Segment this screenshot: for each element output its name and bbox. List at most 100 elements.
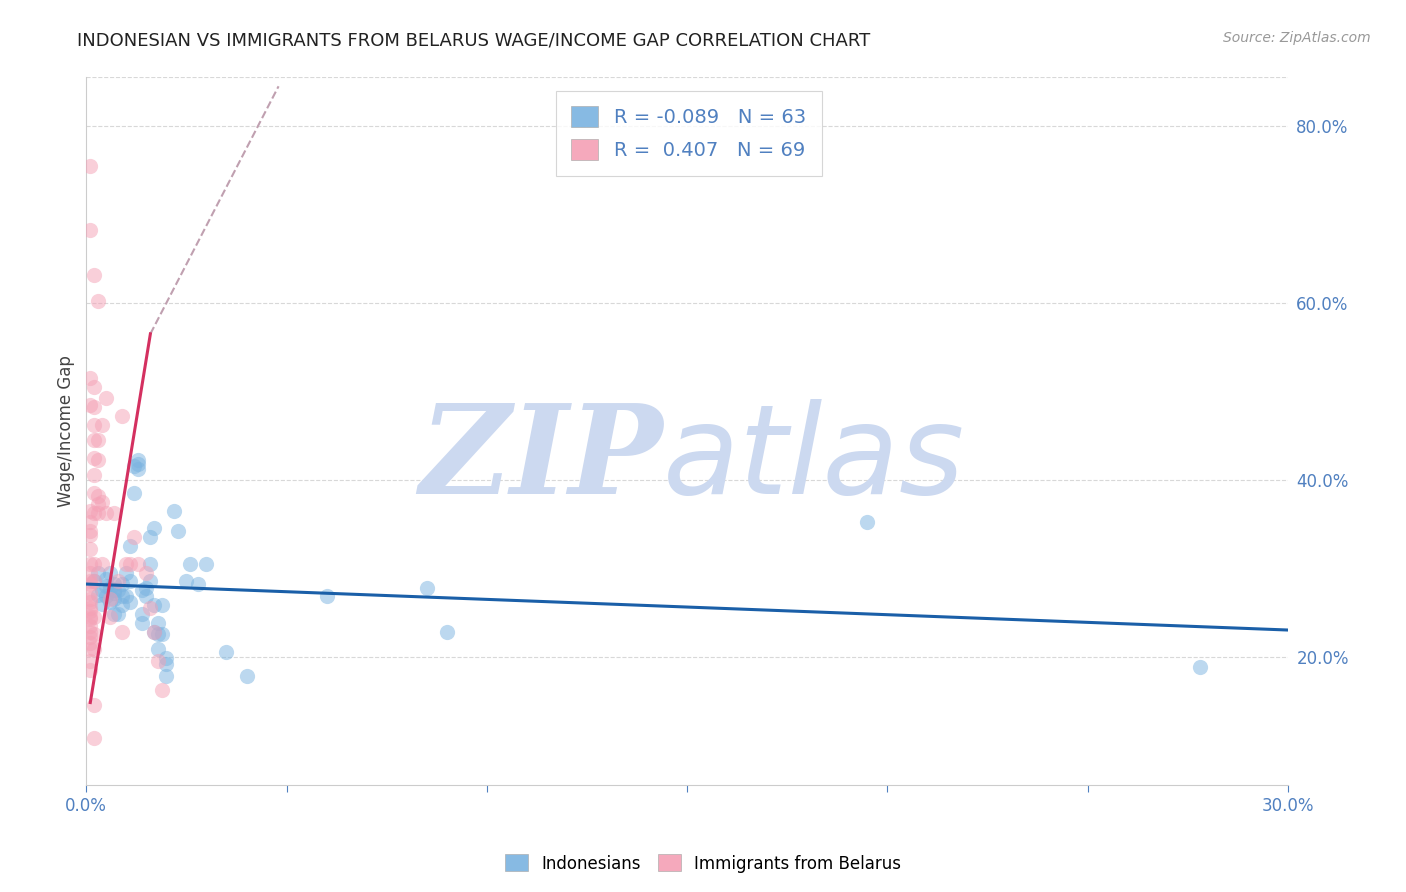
Point — [79, 515, 101, 529]
Point — [111, 590, 134, 604]
Point — [83, 506, 105, 520]
Point — [148, 615, 170, 630]
Text: ZIP: ZIP — [419, 399, 664, 520]
Point — [79, 592, 101, 607]
Point — [98, 592, 121, 607]
Point — [135, 590, 157, 604]
Point — [115, 557, 138, 571]
Point — [148, 654, 170, 668]
Point — [83, 486, 105, 500]
Point — [79, 504, 101, 518]
Point — [87, 433, 110, 447]
Point — [79, 624, 101, 639]
Point — [83, 380, 105, 394]
Point — [124, 530, 146, 544]
Point — [91, 495, 114, 509]
Point — [96, 506, 118, 520]
Text: INDONESIAN VS IMMIGRANTS FROM BELARUS WAGE/INCOME GAP CORRELATION CHART: INDONESIAN VS IMMIGRANTS FROM BELARUS WA… — [77, 31, 870, 49]
Point — [83, 417, 105, 432]
Point — [79, 642, 101, 657]
Point — [79, 577, 101, 591]
Point — [120, 539, 142, 553]
Point — [79, 586, 101, 600]
Point — [83, 642, 105, 657]
Point — [79, 604, 101, 618]
Point — [131, 607, 153, 621]
Point — [91, 417, 114, 432]
Point — [120, 557, 142, 571]
Point — [103, 577, 125, 591]
Point — [83, 574, 105, 589]
Point — [139, 530, 162, 544]
Point — [79, 566, 101, 580]
Point — [91, 557, 114, 571]
Point — [79, 609, 101, 624]
Point — [131, 583, 153, 598]
Point — [79, 524, 101, 538]
Point — [152, 683, 174, 698]
Point — [98, 609, 121, 624]
Point — [79, 398, 101, 412]
Point — [103, 506, 125, 520]
Point — [96, 590, 118, 604]
Point — [143, 599, 166, 613]
Point — [79, 630, 101, 644]
Point — [179, 557, 201, 571]
Point — [124, 459, 146, 474]
Point — [111, 577, 134, 591]
Point — [124, 486, 146, 500]
Point — [79, 636, 101, 650]
Point — [87, 588, 110, 602]
Point — [135, 566, 157, 580]
Point — [143, 521, 166, 535]
Point — [103, 586, 125, 600]
Point — [98, 595, 121, 609]
Point — [79, 654, 101, 668]
Text: Source: ZipAtlas.com: Source: ZipAtlas.com — [1223, 31, 1371, 45]
Point — [107, 574, 129, 589]
Point — [83, 268, 105, 282]
Point — [79, 601, 101, 615]
Point — [107, 583, 129, 598]
Point — [127, 457, 149, 471]
Point — [87, 566, 110, 580]
Point — [139, 574, 162, 589]
Point — [163, 504, 186, 518]
Point — [98, 581, 121, 595]
Point — [83, 401, 105, 415]
Point — [79, 574, 101, 589]
Point — [176, 574, 198, 589]
Point — [167, 524, 190, 538]
Point — [152, 627, 174, 641]
Point — [1188, 660, 1211, 674]
Point — [155, 657, 177, 671]
Point — [115, 590, 138, 604]
Point — [83, 609, 105, 624]
Point — [79, 612, 101, 626]
Point — [152, 599, 174, 613]
Point — [143, 624, 166, 639]
Point — [111, 599, 134, 613]
Point — [83, 698, 105, 713]
Point — [111, 409, 134, 423]
Point — [79, 595, 101, 609]
Point — [135, 581, 157, 595]
Point — [83, 627, 105, 641]
Point — [83, 557, 105, 571]
Point — [120, 574, 142, 589]
Point — [83, 731, 105, 745]
Point — [127, 557, 149, 571]
Point — [120, 595, 142, 609]
Point — [96, 392, 118, 406]
Legend: R = -0.089   N = 63, R =  0.407   N = 69: R = -0.089 N = 63, R = 0.407 N = 69 — [555, 91, 821, 176]
Point — [79, 557, 101, 571]
Point — [315, 590, 337, 604]
Point — [87, 498, 110, 512]
Point — [143, 624, 166, 639]
Text: atlas: atlas — [664, 399, 966, 520]
Point — [79, 159, 101, 173]
Legend: Indonesians, Immigrants from Belarus: Indonesians, Immigrants from Belarus — [498, 847, 908, 880]
Point — [91, 597, 114, 611]
Point — [87, 294, 110, 309]
Point — [235, 669, 257, 683]
